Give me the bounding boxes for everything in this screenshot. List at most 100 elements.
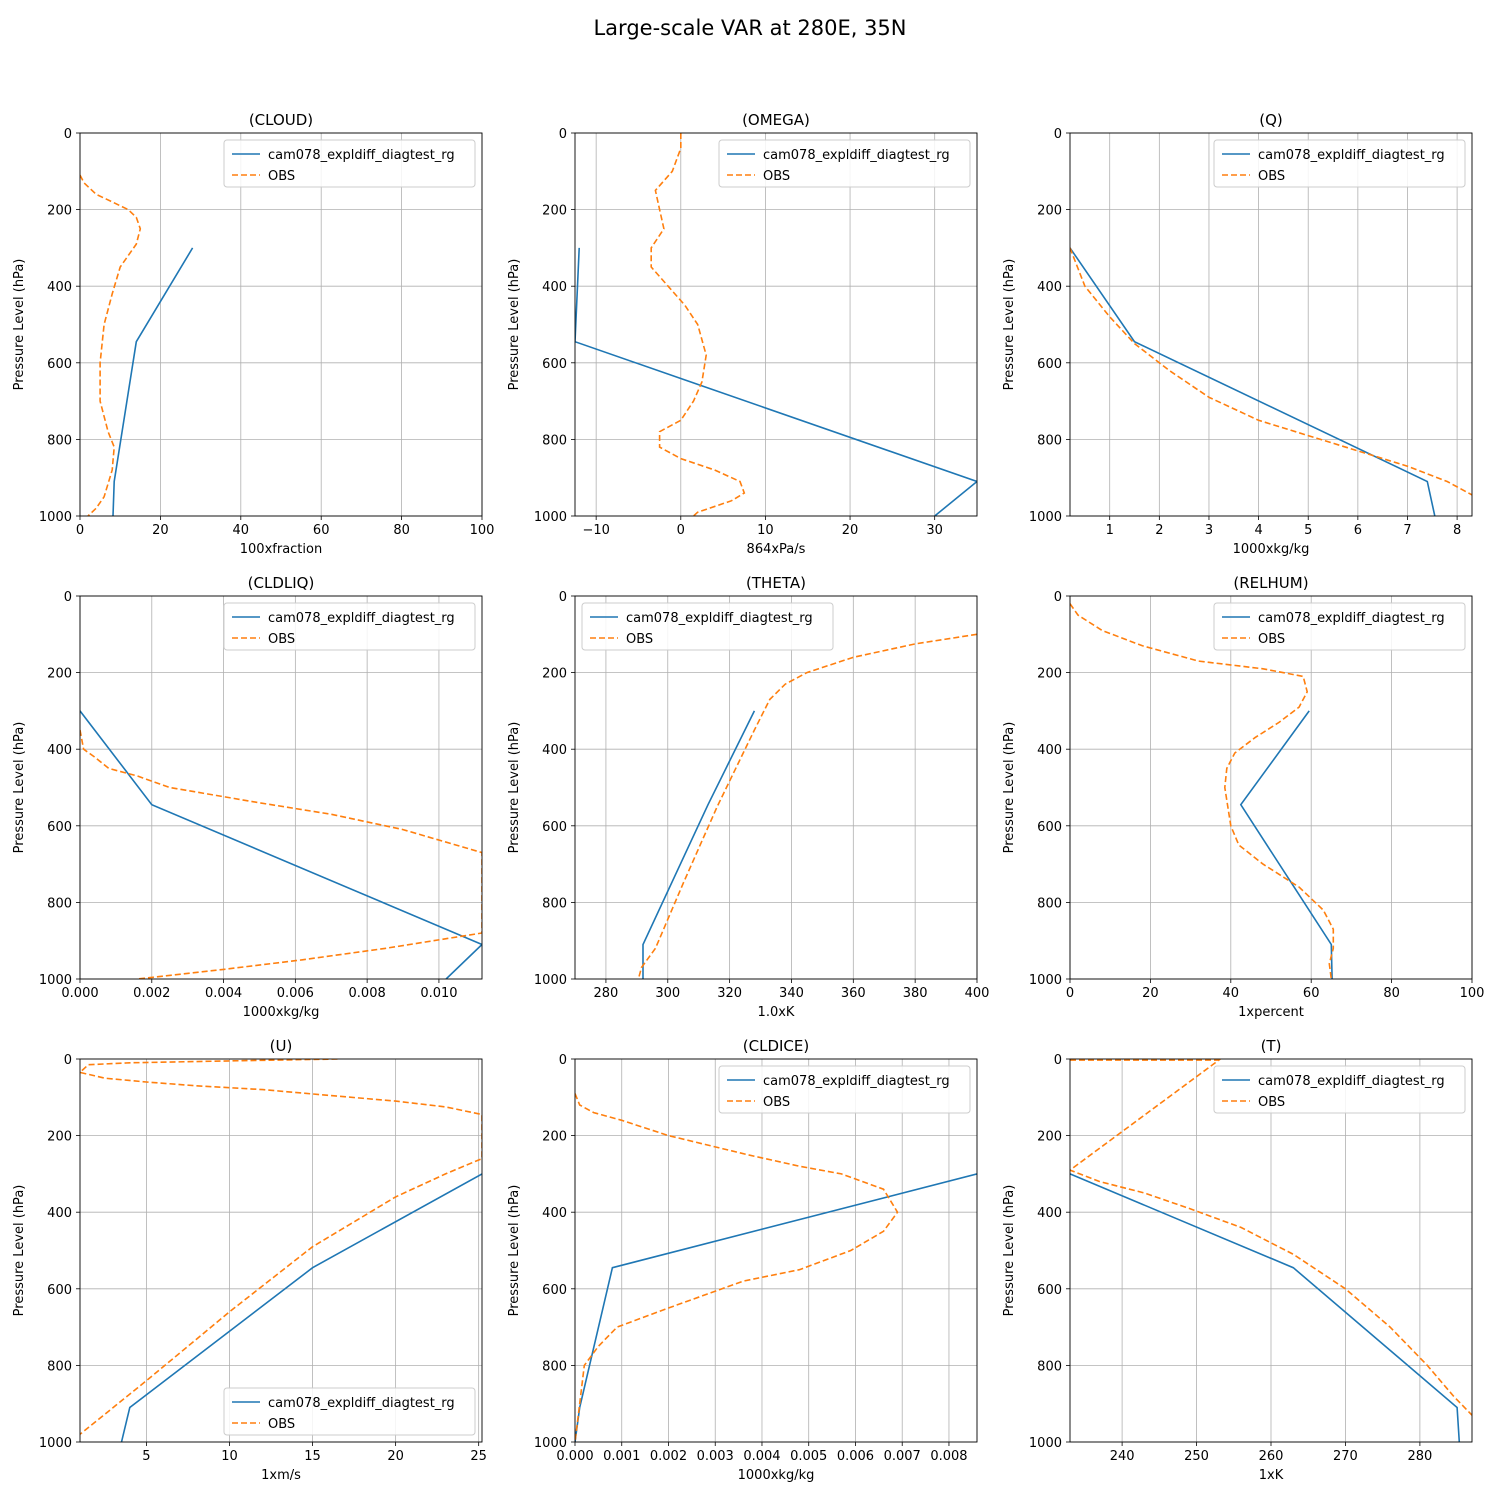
model-series-line-theta <box>642 710 756 979</box>
legend-entry-model-label: cam078_expldiff_diagtest_rg <box>1258 1074 1445 1089</box>
legend-entry-obs-label: OBS <box>626 632 653 647</box>
y-tick-label: 200 <box>542 204 567 219</box>
y-tick-label: 600 <box>542 820 567 835</box>
figure-suptitle: Large-scale VAR at 280E, 35N <box>593 16 907 40</box>
y-tick-label: 400 <box>1037 743 1062 758</box>
panel-title: (OMEGA) <box>742 111 810 129</box>
x-tick-label: 250 <box>1184 1449 1209 1464</box>
y-axis-label: Pressure Level (hPa) <box>12 259 27 391</box>
legend-box <box>718 139 971 188</box>
panel-u: 5 10 15 20 25 0 200 400 600 800 1000 (U) 1xm/s Pressu… <box>12 1037 487 1483</box>
legend: cam078_expldiff_diagtest_rg OBS <box>718 1065 971 1114</box>
x-tick-label: 5 <box>1304 523 1312 538</box>
model-series-line-cldice <box>575 1173 977 1442</box>
legend: cam078_expldiff_diagtest_rg OBS <box>718 139 971 188</box>
y-tick-label: 200 <box>47 1130 72 1145</box>
y-tick-label: 600 <box>542 357 567 372</box>
y-tick-label: 600 <box>542 1283 567 1298</box>
x-tick-label: 0.006 <box>277 986 314 1001</box>
y-tick-label: 0 <box>1054 127 1062 142</box>
panel-title: (RELHUM) <box>1233 574 1308 592</box>
panel-title: (U) <box>270 1037 293 1055</box>
x-tick-label: 20 <box>842 523 859 538</box>
legend: cam078_expldiff_diagtest_rg OBS <box>223 139 476 188</box>
x-tick-label: 400 <box>965 986 990 1001</box>
legend-entry-obs-label: OBS <box>1258 1095 1285 1110</box>
x-tick-label: 360 <box>841 986 866 1001</box>
x-tick-label: 80 <box>393 523 410 538</box>
axes-frame <box>79 132 483 517</box>
y-tick-label: 0 <box>64 1053 72 1068</box>
legend: cam078_expldiff_diagtest_rg OBS <box>1213 602 1466 651</box>
legend-entry-obs-label: OBS <box>268 1417 295 1432</box>
x-axis-label: 1xK <box>1259 1468 1284 1483</box>
x-tick-label: 20 <box>1142 986 1159 1001</box>
panel-title: (CLDICE) <box>743 1037 809 1055</box>
x-tick-label: 0.006 <box>837 1449 874 1464</box>
panel-theta: 280 300 320 340 360 380 400 0 200 400 600 800 1000 (T… <box>507 574 989 1020</box>
x-axis-label: 1.0xK <box>758 1005 795 1020</box>
legend-entry-model-label: cam078_expldiff_diagtest_rg <box>763 148 950 163</box>
x-tick-label: 280 <box>594 986 619 1001</box>
legend-box <box>718 1065 971 1114</box>
x-tick-label: 0.010 <box>420 986 457 1001</box>
x-tick-label: 40 <box>233 523 250 538</box>
x-tick-label: 0.000 <box>556 1449 593 1464</box>
panel-title: (CLDLIQ) <box>248 574 315 592</box>
y-axis-label: Pressure Level (hPa) <box>12 722 27 854</box>
legend: cam078_expldiff_diagtest_rg OBS <box>223 602 476 651</box>
x-tick-label: 15 <box>304 1449 321 1464</box>
y-tick-label: 400 <box>47 1206 72 1221</box>
axes-frame <box>1069 595 1473 980</box>
y-tick-label: 200 <box>47 204 72 219</box>
x-tick-label: 5 <box>142 1449 150 1464</box>
y-tick-label: 1000 <box>534 973 567 988</box>
panel-title: (THETA) <box>746 574 806 592</box>
legend-entry-obs-label: OBS <box>763 1095 790 1110</box>
panel-t: 240 250 260 270 280 0 200 400 600 800 1000 (T) 1xK Pr… <box>1002 1037 1473 1483</box>
y-tick-label: 400 <box>47 743 72 758</box>
y-tick-label: 600 <box>47 1283 72 1298</box>
y-tick-label: 600 <box>1037 1283 1062 1298</box>
x-tick-label: 0.000 <box>61 986 98 1001</box>
axes-frame <box>79 595 483 980</box>
x-axis-label: 1000xkg/kg <box>243 1005 320 1020</box>
y-axis-label: Pressure Level (hPa) <box>1002 259 1017 391</box>
y-tick-label: 600 <box>47 820 72 835</box>
x-tick-label: 3 <box>1205 523 1213 538</box>
legend-entry-obs-label: OBS <box>1258 169 1285 184</box>
legend-entry-obs-label: OBS <box>268 169 295 184</box>
x-axis-label: 1xpercent <box>1238 1005 1304 1020</box>
obs-series-line-relhum <box>1070 603 1335 979</box>
x-axis-label: 100xfraction <box>240 542 322 557</box>
y-tick-label: 800 <box>1037 896 1062 911</box>
panel-cloud: 0 20 40 60 80 10002004006008001000(CLOUD)100x… <box>12 111 494 557</box>
y-tick-label: 400 <box>542 743 567 758</box>
legend: cam078_expldiff_diagtest_rg OBS <box>1213 139 1466 188</box>
y-tick-label: 1000 <box>39 1436 72 1451</box>
obs-series-line-u <box>80 1059 482 1435</box>
panel-omega: −10 0 10 20 30 0 200 400 600 800 1000 (OMEGA) 864xPa… <box>507 111 978 557</box>
y-tick-label: 400 <box>542 280 567 295</box>
x-tick-label: 20 <box>152 523 169 538</box>
y-tick-label: 0 <box>1054 1053 1062 1068</box>
x-tick-label: 10 <box>757 523 774 538</box>
obs-series-line-omega <box>650 133 746 516</box>
panel-title: (CLOUD) <box>249 111 313 129</box>
model-series-line-relhum <box>1239 710 1333 979</box>
y-tick-label: 200 <box>1037 1130 1062 1145</box>
x-tick-label: 6 <box>1354 523 1362 538</box>
x-tick-label: 100 <box>1460 986 1485 1001</box>
legend-entry-model-label: cam078_expldiff_diagtest_rg <box>268 148 455 163</box>
x-tick-label: 100 <box>470 523 495 538</box>
y-tick-label: 400 <box>542 1206 567 1221</box>
x-axis-label: 1000xkg/kg <box>738 1468 815 1483</box>
y-tick-label: 800 <box>47 896 72 911</box>
y-tick-label: 1000 <box>534 510 567 525</box>
x-tick-label: 7 <box>1403 523 1411 538</box>
y-tick-label: 0 <box>64 127 72 142</box>
x-tick-label: 0.008 <box>930 1449 967 1464</box>
legend-entry-model-label: cam078_expldiff_diagtest_rg <box>1258 611 1445 626</box>
y-axis-label: Pressure Level (hPa) <box>507 722 522 854</box>
